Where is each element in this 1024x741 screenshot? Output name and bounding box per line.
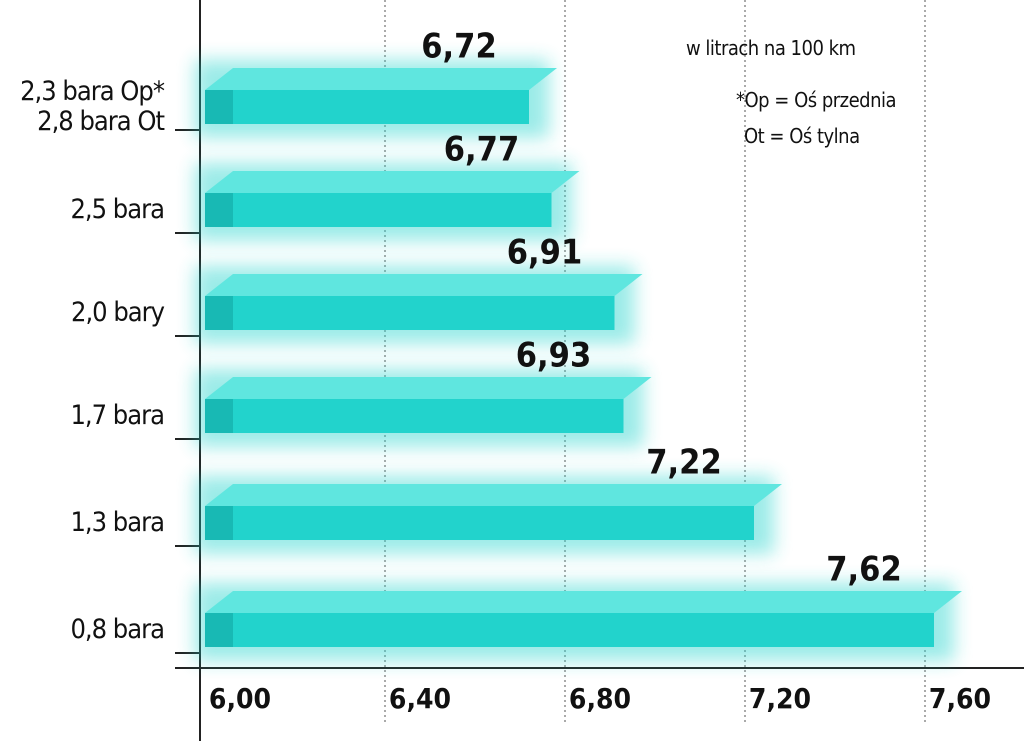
bar-side bbox=[205, 90, 233, 124]
bar-side bbox=[205, 506, 233, 540]
bar bbox=[205, 193, 552, 227]
value-label: 7,22 bbox=[646, 443, 721, 483]
annotation: w litrach na 100 km bbox=[686, 36, 856, 60]
bar-side bbox=[205, 613, 233, 647]
category-label: 1,7 bara bbox=[70, 400, 165, 431]
bar-top bbox=[205, 484, 782, 506]
x-tick-label: 6,00 bbox=[209, 682, 271, 715]
bar-top bbox=[205, 591, 962, 613]
category-label: 2,5 bara bbox=[70, 194, 165, 225]
value-label: 6,91 bbox=[507, 233, 582, 273]
bar-top bbox=[205, 274, 643, 296]
x-tick-label: 6,80 bbox=[569, 682, 631, 715]
x-tick-label: 7,60 bbox=[929, 682, 991, 715]
bar-top bbox=[205, 171, 580, 193]
value-label: 6,93 bbox=[516, 336, 591, 376]
value-label: 7,62 bbox=[826, 550, 901, 590]
bar-side bbox=[205, 296, 233, 330]
category-label: 0,8 bara bbox=[70, 614, 165, 645]
bar-top bbox=[205, 377, 652, 399]
category-label: 1,3 bara bbox=[70, 507, 165, 538]
annotation: Ot = Oś tylna bbox=[744, 124, 860, 148]
bar bbox=[205, 90, 529, 124]
category-label: 2,3 bara Op* 2,8 bara Ot bbox=[20, 76, 165, 137]
bar-side bbox=[205, 193, 233, 227]
bar bbox=[205, 613, 934, 647]
bar bbox=[205, 506, 754, 540]
bar bbox=[205, 296, 615, 330]
x-tick-label: 7,20 bbox=[749, 682, 811, 715]
bar-side bbox=[205, 399, 233, 433]
value-label: 6,72 bbox=[421, 27, 496, 67]
annotation: *Op = Oś przednia bbox=[736, 88, 897, 112]
category-label: 2,0 bary bbox=[71, 297, 165, 328]
x-tick-label: 6,40 bbox=[389, 682, 451, 715]
value-label: 6,77 bbox=[444, 130, 519, 170]
bar bbox=[205, 399, 624, 433]
bar-top bbox=[205, 68, 557, 90]
